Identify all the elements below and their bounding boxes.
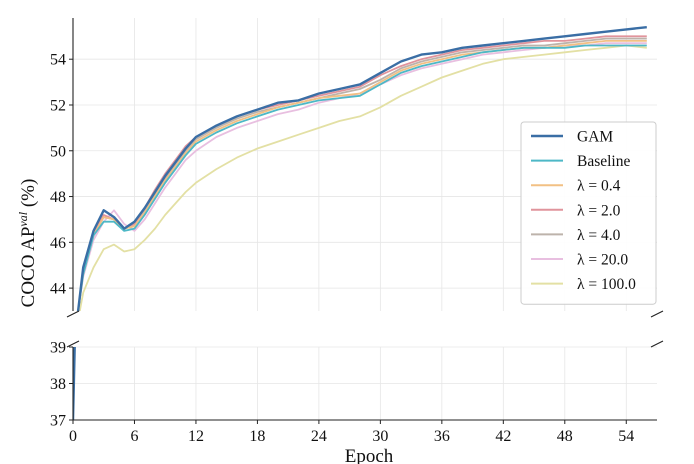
- axis-break-mark: [66, 340, 80, 348]
- series-line-top-baseline: [77, 44, 647, 311]
- y-tick-label: 52: [50, 97, 66, 114]
- y-tick-label: 54: [50, 52, 66, 69]
- x-tick-label: 42: [495, 428, 511, 445]
- x-tick-label: 54: [618, 428, 634, 445]
- y-axis-title: COCO APval (%): [16, 179, 39, 308]
- axis-break-mark: [650, 340, 664, 348]
- x-tick-label: 36: [434, 428, 450, 445]
- legend-label: λ = 20.0: [577, 252, 628, 269]
- legend-label: λ = 2.0: [577, 202, 621, 219]
- x-axis-title: Epoch: [345, 446, 394, 464]
- legend: GAM Baseline λ = 0.4 λ = 2.0 λ = 4.0 λ = 20.0…: [520, 121, 657, 305]
- series-lines-top: [76, 26, 647, 311]
- y-tick-label: 37: [50, 413, 66, 430]
- x-tick-label: 12: [188, 428, 204, 445]
- x-tick-label: 48: [557, 428, 573, 445]
- tick-labels: 0 6 12 18 24 30 36 42 48 54 44 46 48 50 52 54 37 38 39: [50, 52, 634, 445]
- axes: [66, 18, 664, 421]
- x-tick-label: 0: [69, 428, 77, 445]
- axis-break-mark: [66, 310, 80, 318]
- axis-break-mark: [650, 310, 664, 318]
- y-tick-label: 39: [50, 340, 66, 357]
- series-line-top--20-0: [77, 42, 647, 311]
- grid-bottom: [72, 346, 657, 421]
- series-line-top--100-0: [78, 44, 647, 311]
- y-tick-label: 50: [50, 143, 66, 160]
- legend-label: Baseline: [577, 153, 630, 170]
- y-axis-title-suffix: (%): [18, 179, 39, 212]
- legend-label: λ = 100.0: [577, 276, 636, 293]
- y-axis-title-superscript: val: [16, 211, 30, 226]
- x-tick-label: 24: [311, 428, 327, 445]
- x-tick-label: 30: [372, 428, 388, 445]
- y-tick-label: 46: [50, 235, 66, 252]
- y-axis-title-main: COCO AP: [18, 227, 39, 308]
- legend-label: λ = 0.4: [577, 178, 621, 195]
- x-tick-label: 6: [130, 428, 138, 445]
- legend-label: GAM: [577, 129, 613, 146]
- y-tick-label: 44: [50, 281, 66, 298]
- y-tick-label: 48: [50, 189, 66, 206]
- legend-label: λ = 4.0: [577, 227, 621, 244]
- x-tick-label: 18: [249, 428, 265, 445]
- y-tick-label: 38: [50, 376, 66, 393]
- series-line-top-gam: [76, 26, 647, 311]
